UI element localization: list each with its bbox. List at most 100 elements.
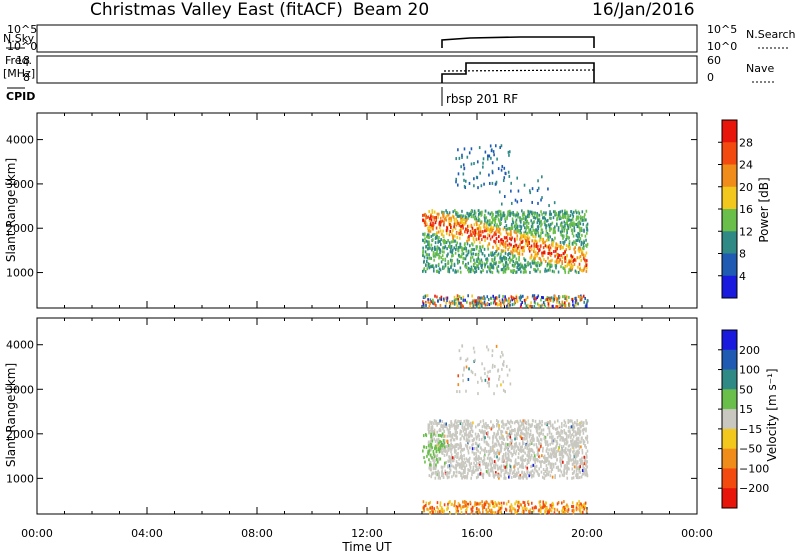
- echo-cell: [438, 471, 440, 475]
- echo-cell: [471, 450, 474, 454]
- echo-cell: [485, 426, 488, 430]
- echo-cell: [496, 419, 498, 423]
- echo-cell: [461, 155, 463, 159]
- echo-cell: [521, 240, 523, 244]
- y-tick-label: 1000: [6, 267, 34, 280]
- echo-cell: [429, 420, 431, 424]
- echo-cell: [477, 235, 480, 239]
- echo-cell: [550, 424, 552, 428]
- echo-cell: [499, 243, 501, 247]
- echo-cell: [456, 236, 459, 240]
- echo-cell: [459, 446, 461, 450]
- echo-cell: [456, 437, 458, 441]
- echo-cell: [535, 426, 537, 430]
- echo-cell: [571, 504, 573, 508]
- nsky-tick-high: 10^5: [7, 23, 37, 36]
- echo-cell: [480, 457, 483, 461]
- echo-cell: [510, 451, 512, 455]
- echo-cell: [543, 435, 546, 439]
- echo-cell: [498, 209, 500, 213]
- echo-cell: [554, 260, 557, 264]
- echo-cell: [562, 240, 564, 244]
- echo-cell: [569, 259, 572, 263]
- echo-cell: [537, 261, 539, 265]
- echo-cell: [549, 466, 552, 470]
- echo-cell: [467, 261, 470, 265]
- echo-cell: [550, 453, 553, 457]
- echo-cell: [444, 424, 447, 428]
- echo-cell: [517, 448, 520, 452]
- echo-cell: [505, 364, 508, 368]
- echo-cell: [571, 255, 574, 259]
- echo-cell: [566, 466, 568, 470]
- echo-cell: [428, 502, 430, 506]
- echo-cell: [571, 476, 573, 480]
- echo-cell: [430, 432, 432, 436]
- station-title: Christmas Valley East (fitACF): [90, 0, 343, 20]
- echo-cell: [497, 270, 500, 274]
- echo-cell: [446, 434, 449, 438]
- colorbar-segment: [722, 209, 737, 232]
- echo-cell: [448, 457, 451, 461]
- echo-cell: [463, 500, 466, 504]
- echo-cell: [584, 254, 587, 258]
- echo-cell: [519, 305, 522, 309]
- echo-cell: [582, 294, 585, 298]
- echo-cell: [502, 455, 505, 459]
- echo-cell: [582, 245, 585, 249]
- echo-cell: [475, 511, 477, 515]
- echo-cell: [475, 465, 477, 469]
- echo-cell: [501, 458, 504, 462]
- echo-cell: [505, 422, 508, 426]
- echo-cell: [515, 270, 518, 274]
- echo-cell: [495, 180, 498, 184]
- echo-cell: [465, 508, 467, 512]
- echo-cell: [542, 216, 544, 220]
- echo-cell: [564, 437, 567, 441]
- echo-cell: [442, 475, 445, 479]
- echo-cell: [459, 441, 462, 445]
- echo-cell: [529, 458, 531, 462]
- echo-cell: [556, 216, 558, 220]
- echo-cell: [530, 471, 532, 475]
- echo-cell: [456, 464, 458, 468]
- x-tick-label: 00:00: [21, 527, 53, 540]
- echo-cell: [474, 502, 477, 506]
- echo-cell: [583, 455, 586, 459]
- echo-cell: [493, 444, 496, 448]
- echo-cell: [474, 228, 476, 232]
- echo-cell: [475, 269, 478, 273]
- echo-cell: [497, 467, 499, 471]
- echo-cell: [489, 369, 491, 373]
- echo-cell: [457, 509, 459, 513]
- echo-cell: [478, 226, 481, 230]
- echo-cell: [543, 460, 545, 464]
- echo-cell: [534, 239, 537, 243]
- echo-cell: [437, 212, 440, 216]
- echo-cell: [507, 227, 510, 231]
- echo-cell: [475, 454, 478, 458]
- echo-cell: [516, 234, 519, 238]
- echo-cell: [506, 243, 509, 247]
- echo-cell: [448, 471, 451, 475]
- echo-cell: [437, 473, 440, 477]
- echo-cell: [559, 459, 561, 463]
- echo-cell: [482, 224, 485, 228]
- echo-cell: [465, 227, 468, 231]
- velocity-colorbar-label: Velocity [m s⁻¹]: [765, 368, 779, 461]
- echo-cell: [458, 232, 461, 236]
- echo-cell: [566, 254, 568, 258]
- echo-cell: [482, 472, 485, 476]
- echo-cell: [573, 449, 575, 453]
- echo-cell: [580, 475, 583, 479]
- echo-cell: [545, 464, 548, 468]
- echo-cell: [540, 298, 542, 302]
- echo-cell: [509, 258, 512, 262]
- echo-cell: [561, 425, 563, 429]
- echo-cell: [481, 448, 483, 452]
- echo-cell: [493, 454, 496, 458]
- echo-cell: [520, 431, 522, 435]
- echo-cell: [434, 241, 437, 245]
- echo-cell: [449, 250, 452, 254]
- echo-cell: [480, 263, 482, 267]
